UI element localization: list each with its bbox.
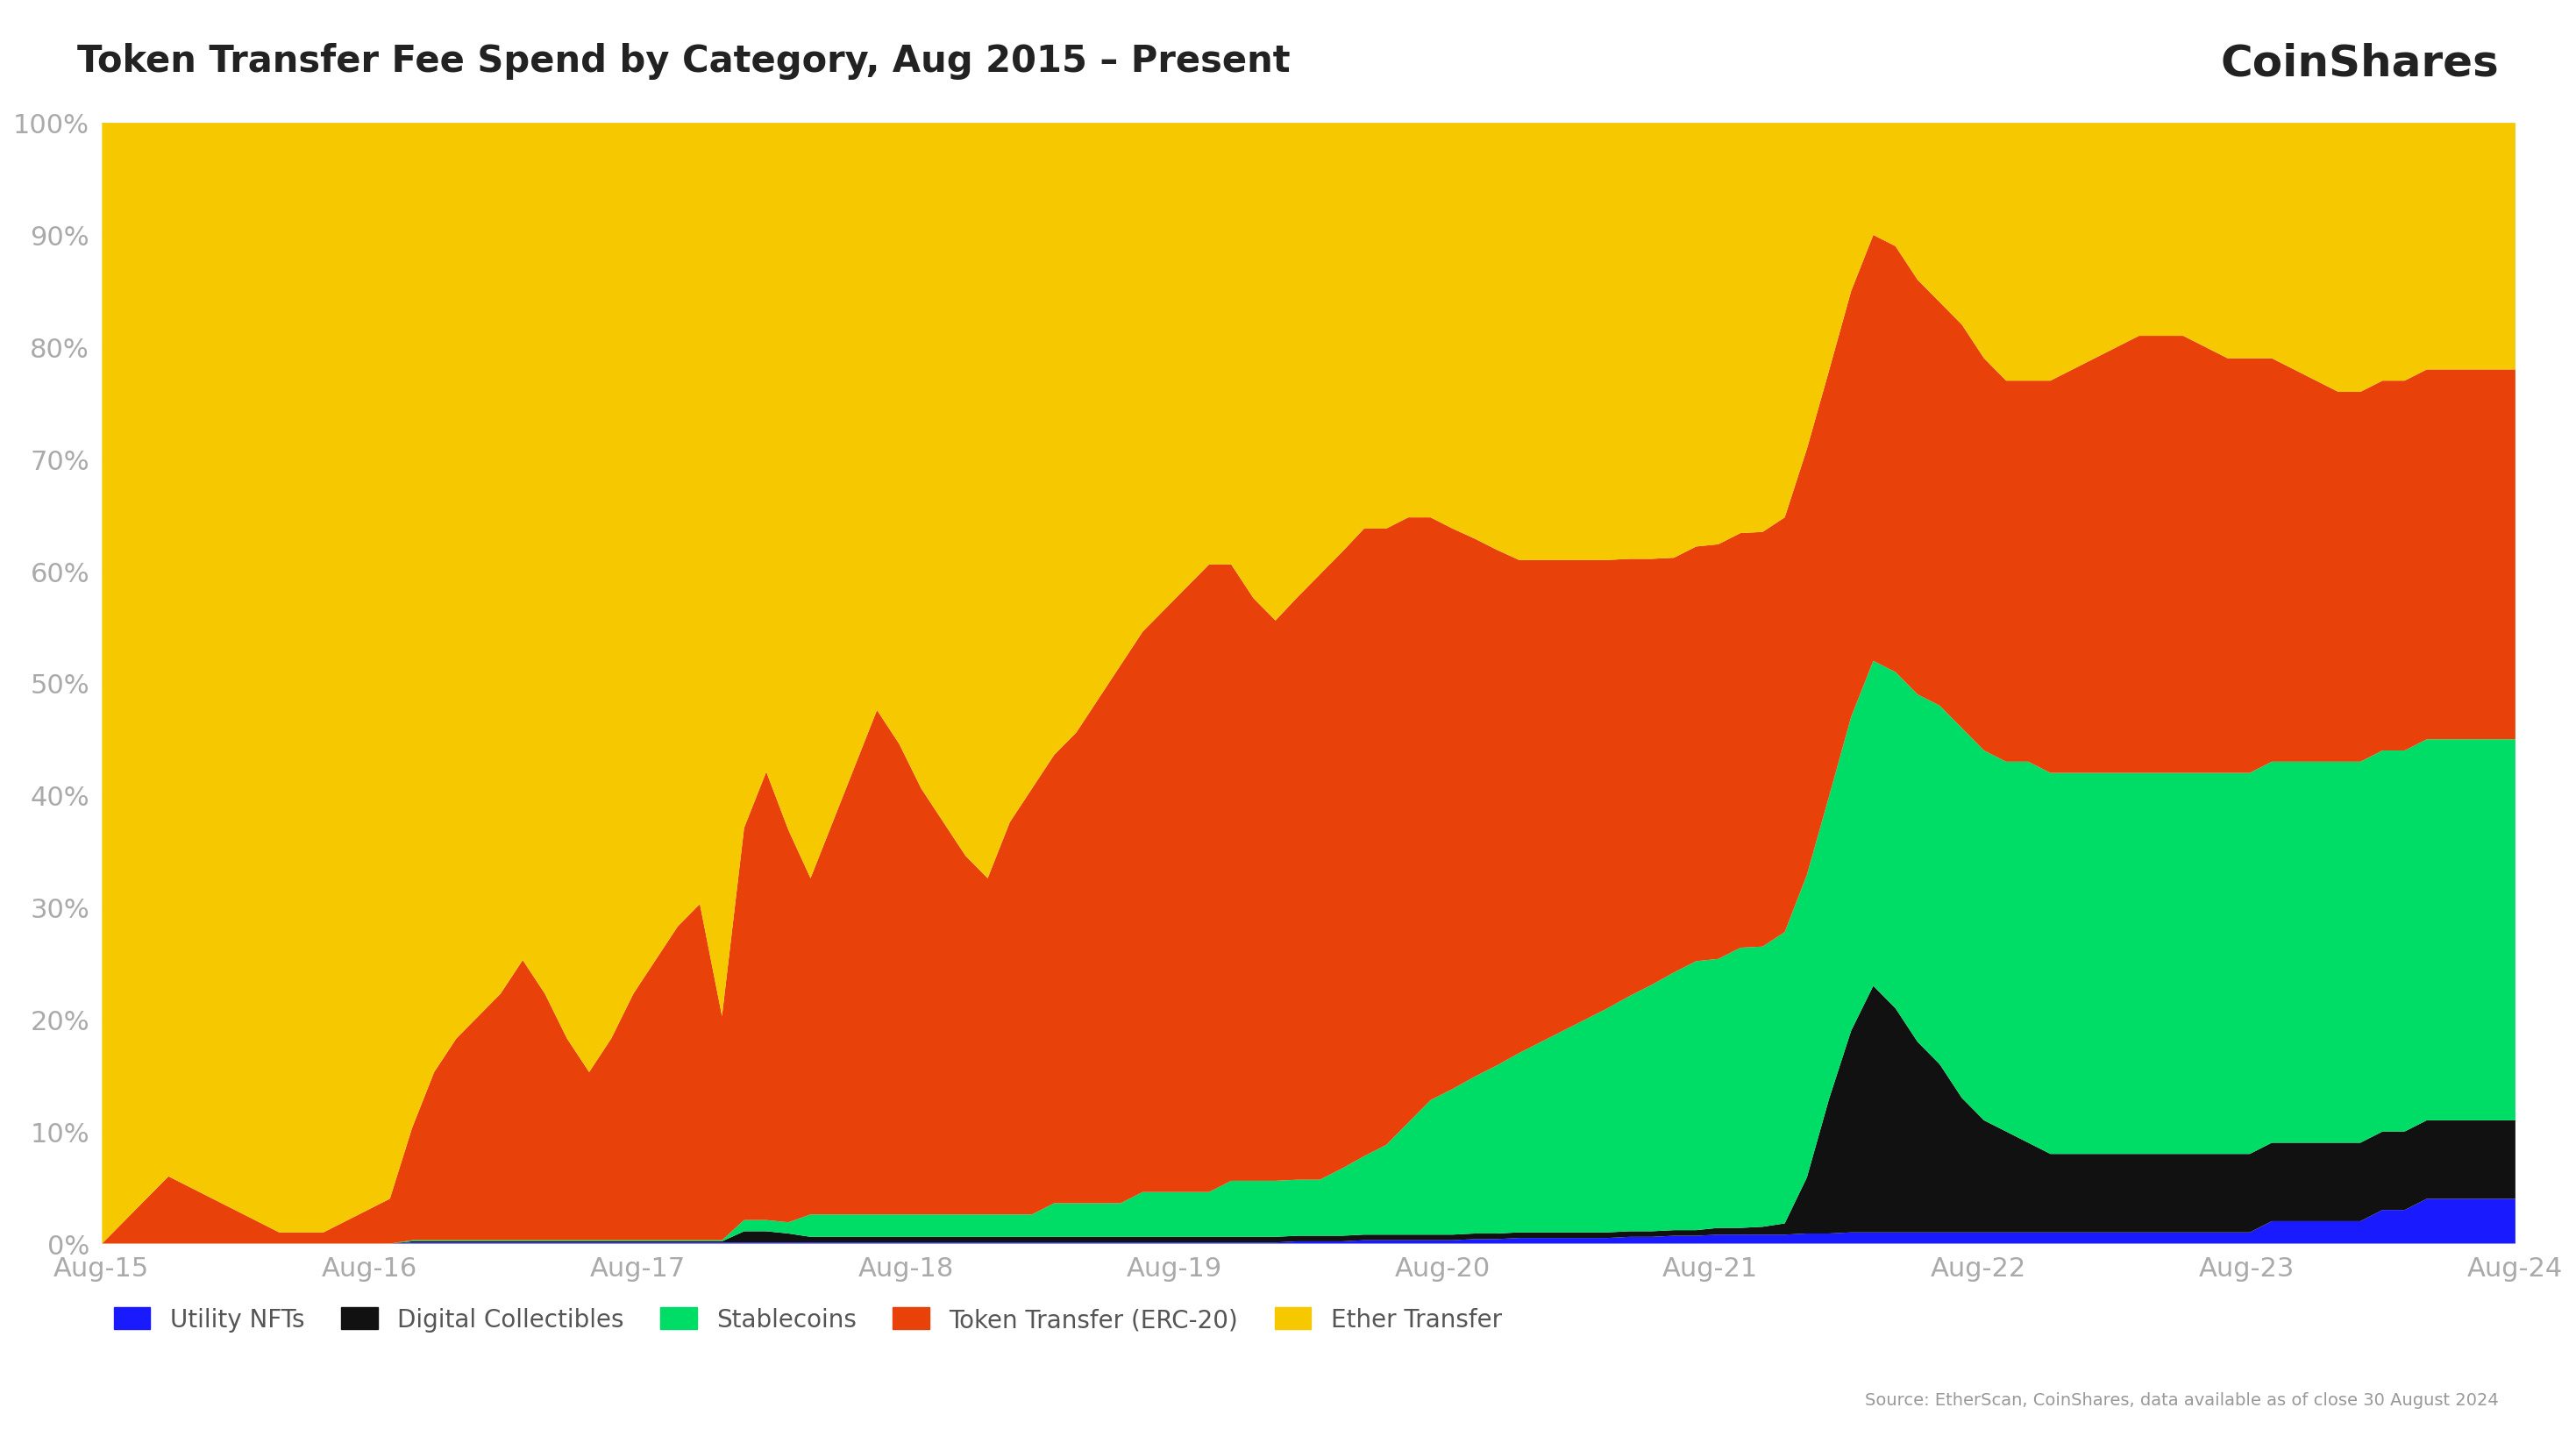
Legend: Utility NFTs, Digital Collectibles, Stablecoins, Token Transfer (ERC-20), Ether : Utility NFTs, Digital Collectibles, Stab… <box>113 1308 1502 1332</box>
Text: Token Transfer Fee Spend by Category, Aug 2015 – Present: Token Transfer Fee Spend by Category, Au… <box>77 43 1291 80</box>
Text: CoinShares: CoinShares <box>2221 43 2499 84</box>
Text: Source: EtherScan, CoinShares, data available as of close 30 August 2024: Source: EtherScan, CoinShares, data avai… <box>1865 1390 2499 1408</box>
